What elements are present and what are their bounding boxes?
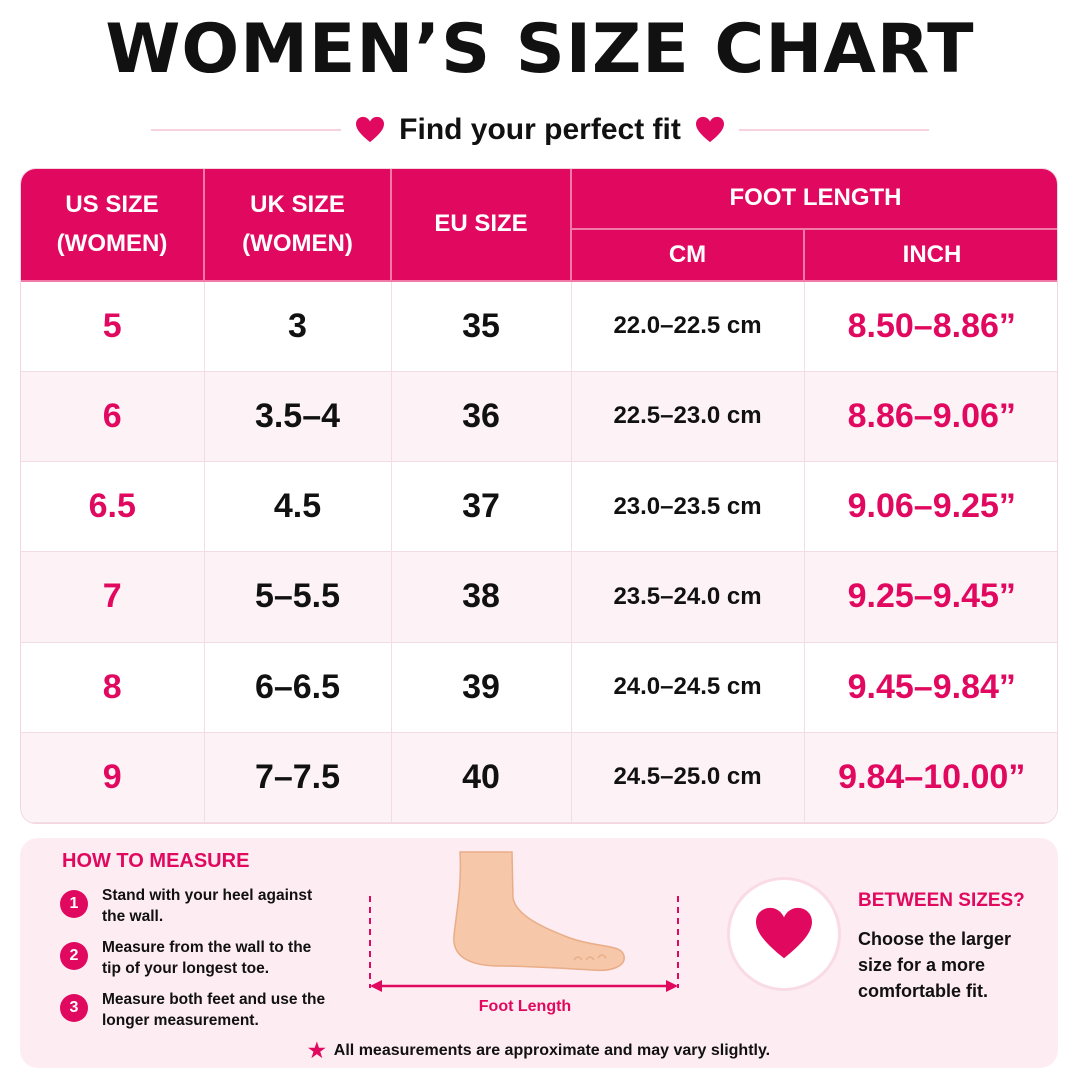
- step-text: Measure from the wall to the tip of your…: [102, 939, 312, 977]
- measure-step: 1 Stand with your heel against the wall.: [60, 886, 332, 928]
- cell-eu: 37: [391, 461, 572, 553]
- table-row: 6.5 4.5 37 23.0–23.5 cm 9.06–9.25”: [21, 461, 1057, 553]
- cell-inch: 9.45–9.84”: [804, 642, 1057, 733]
- cell-inch: 9.06–9.25”: [804, 461, 1057, 553]
- header-us-line1: US SIZE: [65, 191, 159, 219]
- header-us-size: US SIZE (WOMEN): [21, 169, 205, 282]
- subtitle: Find your perfect fit: [399, 113, 681, 146]
- heart-icon: [356, 116, 385, 143]
- foot-illustration: [369, 851, 679, 992]
- step-number: 2: [60, 942, 88, 970]
- header-eu-size: EU SIZE: [391, 169, 572, 282]
- divider-right: [738, 129, 929, 131]
- cell-eu: 36: [391, 371, 572, 463]
- footnote-text: All measurements are approximate and may…: [333, 1041, 771, 1059]
- cell-us: 8: [21, 642, 205, 733]
- step-number: 1: [60, 890, 88, 918]
- divider-left: [151, 129, 342, 131]
- header-uk-line2: (WOMEN): [242, 229, 353, 257]
- cell-us: 6.5: [21, 461, 205, 553]
- cell-cm: 24.0–24.5 cm: [571, 642, 805, 733]
- step-number: 3: [60, 994, 88, 1022]
- foot-length-label: Foot Length: [478, 998, 572, 1015]
- cell-cm: 22.5–23.0 cm: [571, 371, 805, 463]
- table-row: 5 3 35 22.0–22.5 cm 8.50–8.86”: [21, 281, 1057, 372]
- cell-uk: 6–6.5: [204, 642, 392, 733]
- table-row: 8 6–6.5 39 24.0–24.5 cm 9.45–9.84”: [21, 642, 1057, 733]
- cell-uk: 5–5.5: [204, 551, 392, 643]
- heart-icon: [695, 116, 724, 143]
- heart-badge: [730, 880, 838, 988]
- footnote: ★ All measurements are approximate and m…: [20, 1038, 1058, 1063]
- cell-cm: 23.0–23.5 cm: [571, 461, 805, 553]
- step-text: Measure both feet and use the longer mea…: [102, 991, 326, 1029]
- cell-uk: 7–7.5: [204, 732, 392, 823]
- size-table: US SIZE (WOMEN) UK SIZE (WOMEN) EU SIZE …: [20, 168, 1058, 824]
- foot-diagram: Foot Length: [360, 848, 690, 1023]
- how-to-measure-title: HOW TO MEASURE: [62, 850, 250, 872]
- header-uk-line1: UK SIZE: [250, 191, 345, 219]
- cell-uk: 3: [204, 281, 392, 372]
- header-foot-length: FOOT LENGTH: [571, 169, 1057, 230]
- cell-us: 6: [21, 371, 205, 463]
- subtitle-row: Find your perfect fit: [0, 110, 1080, 150]
- star-icon: ★: [307, 1040, 326, 1062]
- between-sizes-title: BETWEEN SIZES?: [858, 890, 1025, 911]
- cell-eu: 40: [391, 732, 572, 823]
- page-title: WOMEN’S SIZE CHART: [105, 10, 975, 89]
- cell-inch: 8.50–8.86”: [804, 281, 1057, 372]
- header-inch: INCH: [804, 229, 1057, 282]
- header-cm: CM: [571, 229, 805, 282]
- cell-eu: 39: [391, 642, 572, 733]
- table-row: 6 3.5–4 36 22.5–23.0 cm 8.86–9.06”: [21, 371, 1057, 463]
- cell-cm: 24.5–25.0 cm: [571, 732, 805, 823]
- cell-eu: 38: [391, 551, 572, 643]
- cell-inch: 9.25–9.45”: [804, 551, 1057, 643]
- measure-panel: HOW TO MEASURE 1 Stand with your heel ag…: [20, 838, 1058, 1068]
- cell-inch: 9.84–10.00”: [804, 732, 1057, 823]
- cell-cm: 22.0–22.5 cm: [571, 281, 805, 372]
- cell-uk: 4.5: [204, 461, 392, 553]
- header-uk-size: UK SIZE (WOMEN): [204, 169, 392, 282]
- measure-step: 3 Measure both feet and use the longer m…: [60, 990, 332, 1032]
- cell-us: 7: [21, 551, 205, 643]
- header-us-line2: (WOMEN): [56, 229, 168, 257]
- table-row: 7 5–5.5 38 23.5–24.0 cm 9.25–9.45”: [21, 551, 1057, 643]
- cell-eu: 35: [391, 281, 572, 372]
- heart-icon: [756, 907, 812, 959]
- cell-cm: 23.5–24.0 cm: [571, 551, 805, 643]
- between-sizes-text: Choose the larger size for a more comfor…: [858, 929, 1012, 1002]
- table-row: 9 7–7.5 40 24.5–25.0 cm 9.84–10.00”: [21, 732, 1057, 823]
- cell-us: 9: [21, 732, 205, 823]
- cell-uk: 3.5–4: [204, 371, 392, 463]
- step-text: Stand with your heel against the wall.: [102, 887, 313, 925]
- cell-inch: 8.86–9.06”: [804, 371, 1057, 463]
- measure-step: 2 Measure from the wall to the tip of yo…: [60, 938, 332, 980]
- cell-us: 5: [21, 281, 205, 372]
